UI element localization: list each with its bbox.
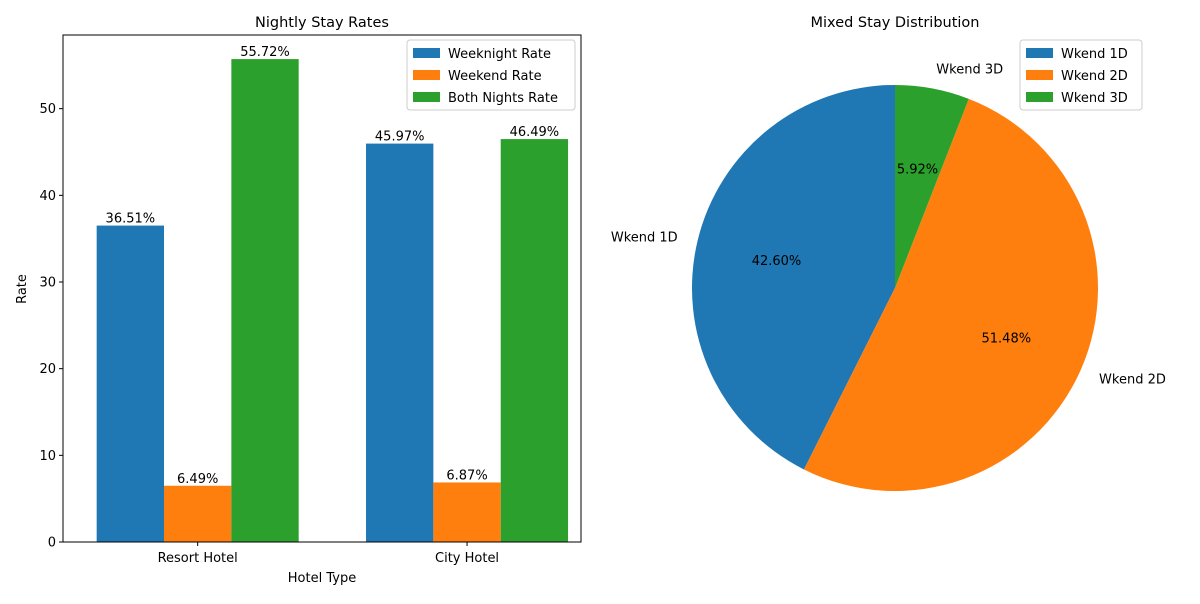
pie-pct-label: 5.92% [897, 162, 938, 177]
bar [164, 485, 232, 542]
legend-frame [406, 39, 576, 111]
legend-label: Wkend 3D [1061, 91, 1128, 106]
pie-marks: 42.60% Wkend 1D 51.48% Wkend 2D 5.92% Wkend 3… [611, 63, 1166, 492]
legend-swatch [413, 48, 440, 58]
legend-label: Both Nights Rate [448, 91, 558, 106]
x-axis-label: Hotel Type [288, 571, 356, 586]
bar-value-label: 46.49% [510, 125, 560, 140]
y-tick-label: 50 [39, 102, 56, 117]
pie-pct-label: 42.60% [752, 254, 802, 269]
y-axis: 0 10 20 30 40 50 [39, 102, 63, 551]
legend-label: Wkend 2D [1061, 69, 1128, 84]
legend-swatch [413, 92, 440, 102]
bar-chart-title: Nightly Stay Rates [255, 15, 389, 31]
legend-swatch [1026, 48, 1053, 58]
bar [231, 59, 299, 543]
legend-label: Wkend 1D [1061, 47, 1128, 62]
bar-legend: Weeknight Rate Weekend Rate Both Nights Ra… [406, 39, 576, 111]
legend-swatch [413, 70, 440, 80]
pie-chart-title: Mixed Stay Distribution [811, 15, 980, 31]
bar-value-label: 6.87% [446, 468, 487, 483]
pie-slice-label: Wkend 2D [1099, 373, 1166, 388]
pie-slice [803, 98, 1099, 492]
bar-marks: 36.51% 45.97% 6.49% 6.87% 55.72% 46.49% [96, 45, 569, 543]
bar-value-label: 45.97% [375, 130, 425, 145]
y-tick-label: 10 [39, 449, 56, 464]
x-axis: Resort Hotel City Hotel [158, 542, 499, 566]
y-tick-label: 40 [39, 189, 56, 204]
bar-chart: Nightly Stay Rates 36.51% 45.97% 6.49% 6.87… [15, 15, 582, 586]
x-tick-label: Resort Hotel [158, 551, 238, 566]
bar [96, 225, 165, 542]
y-tick-label: 0 [48, 536, 56, 551]
y-tick-label: 30 [39, 276, 56, 291]
pie-slice-label: Wkend 3D [936, 63, 1003, 78]
plot-frame [62, 34, 582, 543]
pie-pct-label: 51.48% [982, 331, 1032, 346]
bar-value-label: 6.49% [177, 472, 218, 487]
pie-legend: Wkend 1D Wkend 2D Wkend 3D [1019, 39, 1143, 111]
pie-slice [692, 85, 895, 470]
bar [500, 139, 569, 542]
y-axis-label: Rate [15, 274, 30, 304]
bar [433, 482, 501, 542]
bar [366, 143, 434, 543]
pie-chart: Mixed Stay Distribution 42.60% Wkend 1D 51… [611, 15, 1166, 492]
x-tick-label: City Hotel [435, 551, 499, 566]
legend-label: Weekend Rate [448, 69, 542, 84]
legend-swatch [1026, 70, 1053, 80]
pie-slice-label: Wkend 1D [611, 231, 678, 246]
bar-value-label: 55.72% [240, 45, 290, 60]
legend-label: Weeknight Rate [448, 47, 551, 62]
y-tick-label: 20 [39, 362, 56, 377]
legend-swatch [1026, 92, 1053, 102]
pie-slice [895, 85, 969, 288]
bar-value-label: 36.51% [106, 212, 156, 227]
